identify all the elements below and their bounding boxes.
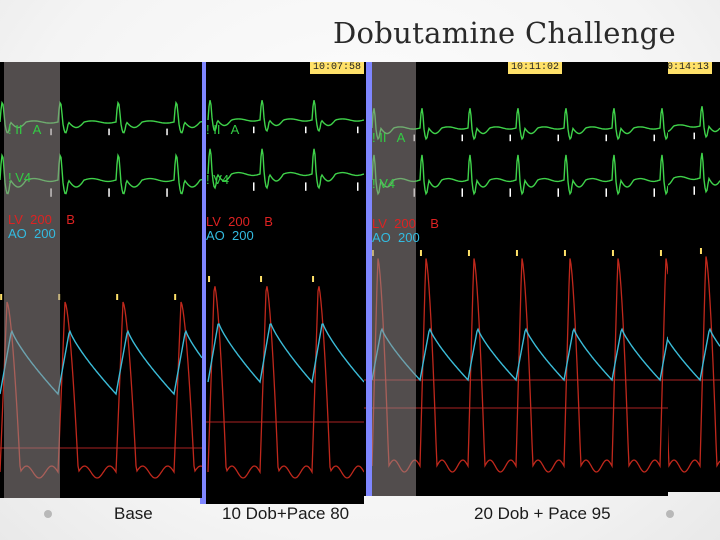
ao-pressure-trace — [371, 327, 668, 382]
lead-label-v4: ! V4 — [8, 170, 32, 185]
caption-dob20-pace95: 20 Dob + Pace 95 — [474, 504, 611, 523]
pacing-edge — [200, 62, 206, 504]
pressure-label-lv: LV 200 B — [8, 212, 75, 227]
waveform-panel-dob20a: 10:11:02 ! II A ! V4 LV 200 B AO 200 — [350, 62, 668, 496]
ecg-lead-ii-trace — [371, 108, 668, 141]
caption-base: Base — [114, 504, 153, 523]
pressure-label-ao: AO 200 — [206, 228, 254, 243]
timestamp: 10:11:02 — [508, 62, 563, 74]
lead-label-ii: ! II A — [8, 122, 42, 137]
lead-label-ii: ! II A — [206, 122, 240, 137]
waveform-panel-dob10: 10:07:58 ! II A ! V4 LV 200 B AO 200 — [200, 62, 364, 504]
pressure-label-ao: AO 200 — [372, 230, 420, 245]
bullet-right — [666, 510, 674, 518]
pressure-label-ao: AO 200 — [8, 226, 56, 241]
pacing-edge — [366, 62, 372, 496]
slide-title: Dobutamine Challenge — [333, 16, 676, 50]
pressure-label-lv: LV 200 B — [206, 214, 273, 229]
lv-pressure-trace — [371, 258, 668, 473]
ao-pressure-trace — [207, 323, 364, 384]
timestamp: 10:14:13 — [658, 62, 713, 74]
lv-pressure-trace — [207, 286, 364, 479]
highlight-band — [4, 62, 60, 498]
lead-label-v4: ! V4 — [372, 176, 396, 191]
waveform-traces — [200, 100, 364, 479]
waveform-panel-base: ! II A ! V4 LV 200 B AO 200 — [0, 62, 202, 498]
highlight-band — [372, 62, 416, 496]
timestamp: 10:07:58 — [310, 62, 364, 74]
ecg-lead-v4-trace — [371, 154, 668, 196]
ecg-lead-v4-trace — [207, 148, 364, 190]
bullet-left — [44, 510, 52, 518]
lead-label-v4: ! V4 — [206, 172, 230, 187]
lead-label-ii: ! II A — [372, 130, 406, 145]
ecg-lead-ii-trace — [207, 100, 364, 133]
pressure-label-lv: LV 200 B — [372, 216, 439, 231]
caption-dob10-pace80: 10 Dob+Pace 80 — [222, 504, 350, 523]
